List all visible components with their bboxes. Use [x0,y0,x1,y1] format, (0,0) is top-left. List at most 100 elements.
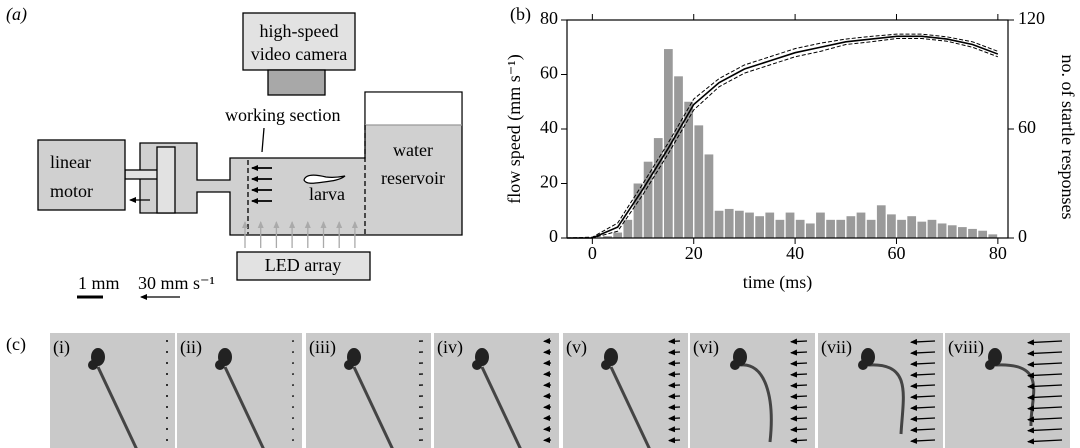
flow-dot [166,428,168,430]
flow-speed-line [567,35,999,239]
frame-label: (iv) [437,337,463,358]
flow-arrow [668,393,681,400]
flow-arrow [1027,438,1063,445]
flow-arrow [910,382,936,389]
y2-tick-label: 0 [1018,226,1027,246]
histogram-bar [836,219,846,238]
histogram-bar [826,219,835,238]
larva-eye [88,360,98,370]
histogram-bar [745,212,754,238]
flow-dot [166,340,168,342]
flow-arrow [910,349,936,356]
larva-eye [858,360,868,370]
histogram-bar [734,210,744,238]
frame-label: (iii) [309,337,336,358]
scale-speed: 30 mm s⁻¹ [138,273,215,293]
histogram-bar [775,219,785,238]
frame-label: (viii) [948,337,984,358]
flow-arrow [790,349,808,356]
piston-rod [124,169,160,180]
larva-eye [472,360,482,370]
x-tick-label: 80 [989,243,1007,263]
flow-arrow [1027,416,1063,423]
histogram-bar [805,223,815,238]
larva-eye [215,360,225,370]
histogram-bar [724,208,734,238]
video-frame [563,333,688,448]
larva-body [609,366,651,448]
x-tick-label: 40 [786,243,804,263]
larva-eye [985,360,995,370]
histogram-bar [856,212,866,238]
video-frame [50,333,175,448]
camera-lens [267,69,326,96]
histogram-bar [958,227,967,238]
y-tick-label: 20 [540,172,558,192]
flow-arrow [668,437,681,444]
flow-arrow [790,382,808,389]
flow-arrow [790,338,808,345]
video-frame [306,333,431,448]
histogram-bar [937,223,947,238]
reservoir-label: water [393,140,433,160]
larva-eye [344,360,354,370]
flow-arrow [1027,427,1063,434]
y-tick-label: 40 [540,117,558,137]
flow-arrow [790,415,808,422]
larva-body [352,366,394,448]
histogram-bar [846,216,856,238]
camera-label: video camera [251,44,347,64]
flow-arrow [1027,383,1063,390]
histogram-bar [795,219,805,238]
flow-arrow [668,371,681,378]
flow-arrow [790,393,808,400]
flow-arrow [1027,405,1063,412]
video-frame [434,333,559,448]
motor-box [37,139,126,211]
scale-length: 1 mm [78,273,120,293]
flow-arrow [910,338,936,345]
larva-eye [601,360,611,370]
y2-tick-label: 120 [1018,8,1045,28]
flow-arrow [668,426,681,433]
reservoir-label: reservoir [381,168,445,188]
y-tick-label: 0 [549,226,558,246]
larva-body [96,366,138,448]
flow-arrow [790,404,808,411]
frame-label: (vi) [693,337,719,358]
histogram-bar [643,161,653,238]
histogram-bar [674,76,683,238]
flow-arrow [910,360,936,367]
panel-label: (b) [510,4,531,25]
x-tick-label: 20 [685,243,703,263]
histogram-bar [876,205,886,238]
flow-dot [166,384,168,386]
video-frame [177,333,302,448]
y2-axis-label: no. of startle responses [1058,55,1078,220]
flow-dot [166,417,168,419]
frame-label: (ii) [180,337,202,358]
flow-dot [166,362,168,364]
histogram-bar [704,154,714,238]
line [261,127,265,153]
flow-tank [139,91,463,236]
larva-eye [730,360,740,370]
flow-arrow [790,426,808,433]
flow-arrow [790,360,808,367]
y2-tick-label: 60 [1018,117,1036,137]
histogram-bar [613,232,623,238]
led-label: LED array [265,255,341,275]
x-tick-label: 60 [887,243,905,263]
histogram-bar [978,230,988,238]
y-tick-label: 80 [540,8,558,28]
flow-dot [166,351,168,353]
histogram-bar [927,219,937,238]
flow-dot [166,395,168,397]
flow-arrow [910,426,936,433]
camera-label: high-speed [260,21,339,41]
flow-arrow [910,404,936,411]
flow-arrow [668,404,681,411]
histogram-bar [988,234,998,238]
flow-arrow [1027,372,1063,379]
larva-shape [303,174,346,184]
